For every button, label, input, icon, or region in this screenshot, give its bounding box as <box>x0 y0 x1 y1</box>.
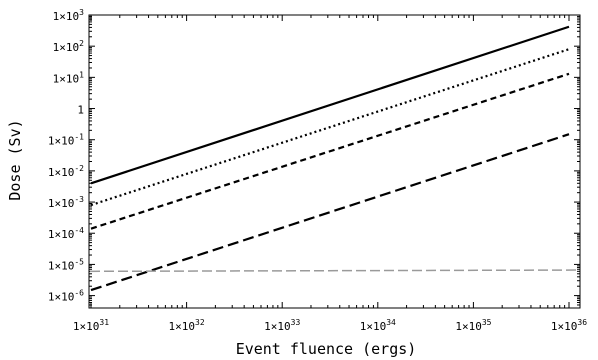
x-axis-title: Event fluence (ergs) <box>236 340 417 358</box>
y-tick-label: 1 <box>77 104 84 117</box>
y-axis-title: Dose (Sv) <box>6 119 24 200</box>
y-tick-label: 1×103 <box>53 8 85 23</box>
series-layer <box>89 25 580 292</box>
y-tick-label: 1×10-3 <box>48 195 84 210</box>
x-tick-label: 1×1034 <box>360 318 396 333</box>
x-tick-label: 1×1035 <box>455 318 491 333</box>
series-line-long-dashed <box>90 133 570 292</box>
series-line-gray-dash <box>89 269 580 273</box>
x-tick-label: 1×1032 <box>169 318 205 333</box>
axis-ticks <box>89 14 580 308</box>
y-tick-label: 1×10-2 <box>48 164 84 179</box>
x-tick-label: 1×1031 <box>73 318 109 333</box>
series-line-dotted <box>90 48 570 207</box>
x-tick-labels: 1×1031 1×1032 1×1033 1×1034 1×1035 1×1036 <box>73 318 587 333</box>
x-tick-label: 1×1033 <box>264 318 300 333</box>
y-tick-labels: 1×10-6 1×10-5 1×10-4 1×10-3 1×10-2 1×10-1 1 1×1… <box>48 8 84 304</box>
series-line-dashed <box>90 72 570 230</box>
plot-frame <box>88 14 581 309</box>
y-tick-label: 1×10-5 <box>48 257 84 272</box>
y-tick-label: 1×102 <box>53 39 85 54</box>
y-tick-label: 1×10-1 <box>48 133 84 148</box>
y-tick-label: 1×10-6 <box>48 289 84 304</box>
series-line-solid <box>90 25 570 185</box>
y-tick-label: 1×10-4 <box>48 226 84 241</box>
x-tick-label: 1×1036 <box>551 318 587 333</box>
y-tick-label: 1×101 <box>53 70 85 85</box>
